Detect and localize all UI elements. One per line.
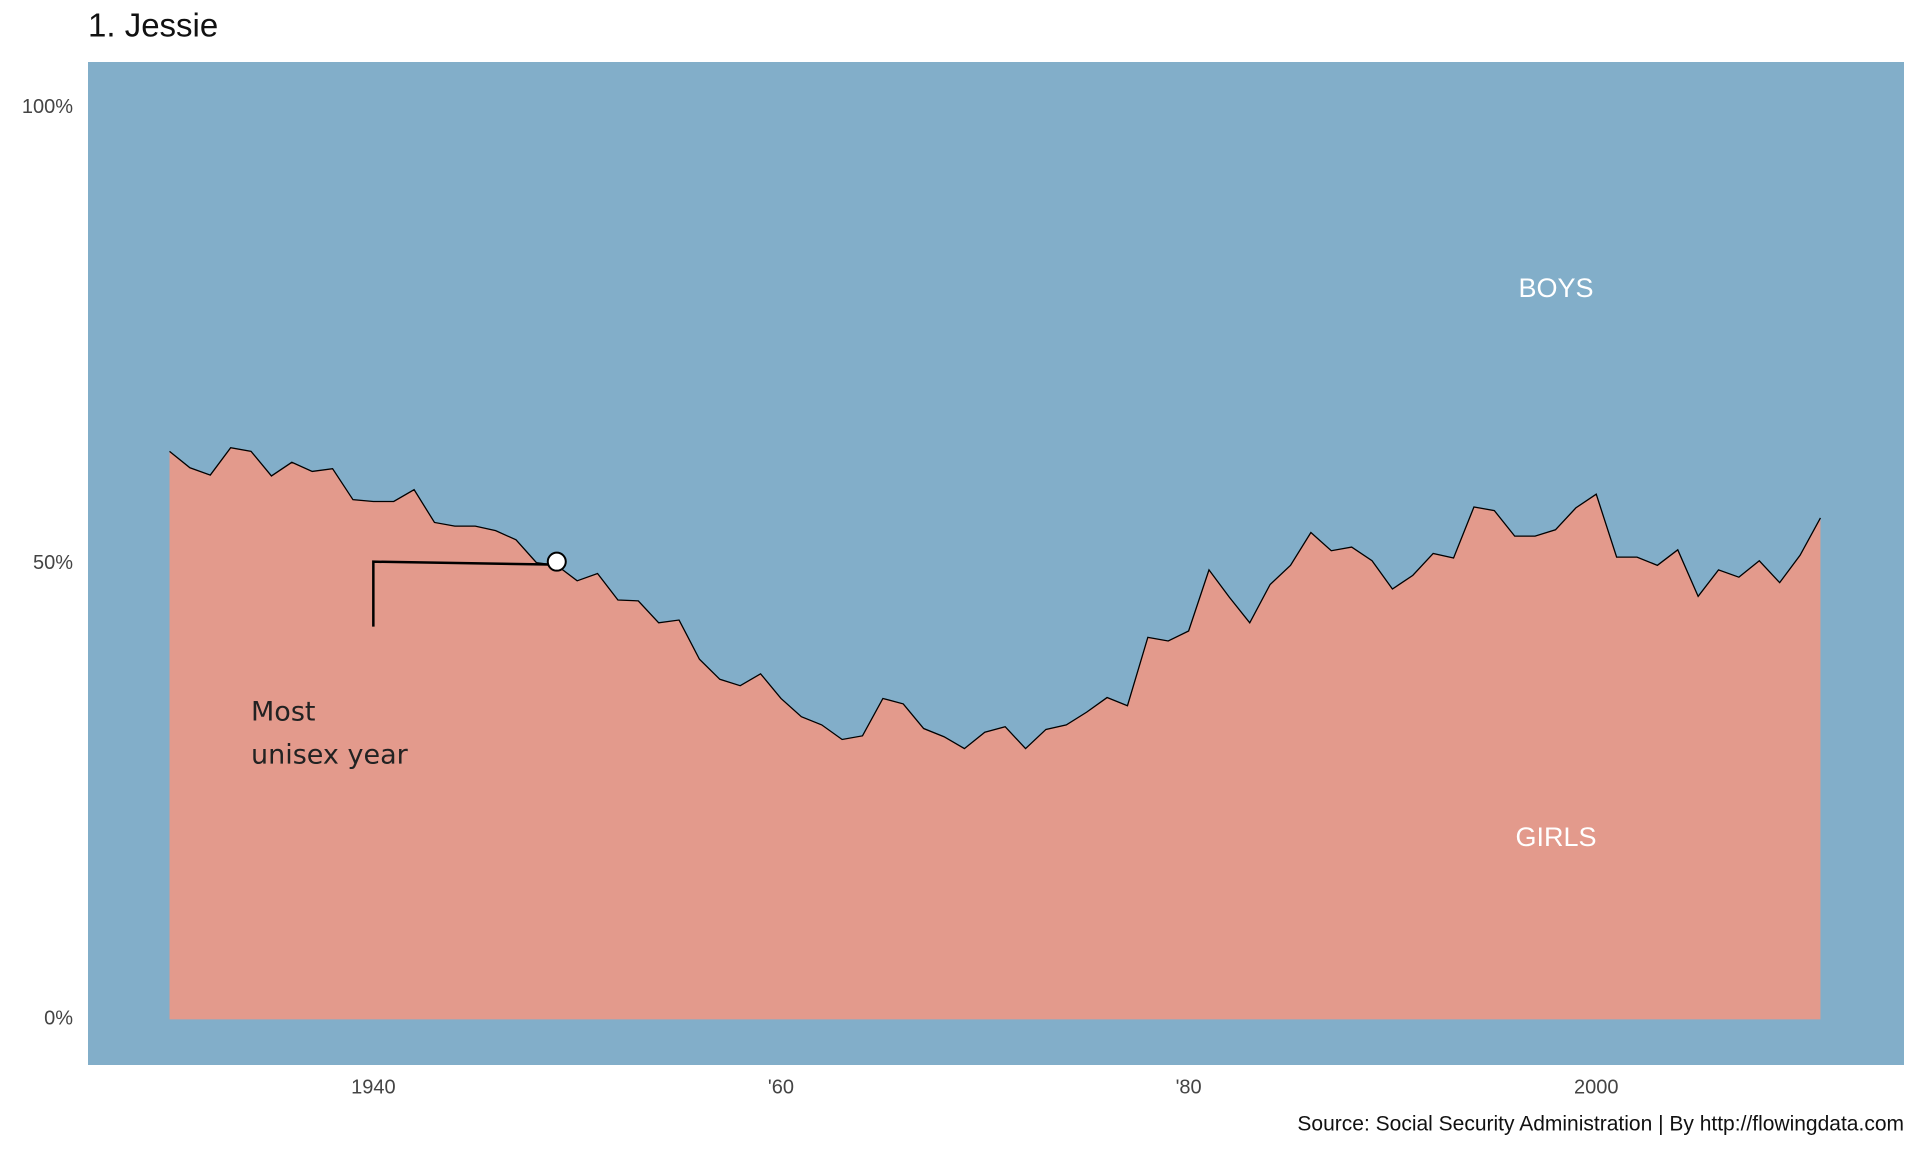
annotation-text: Most [251, 697, 315, 728]
area [169, 447, 1821, 1020]
area-label: GIRLS [1515, 822, 1596, 852]
x-tick-label: 2000 [1574, 1076, 1619, 1098]
caption: Source: Social Security Administration |… [1297, 1113, 1904, 1136]
annotation-connector [372, 560, 557, 627]
area-label: BOYS [1518, 273, 1593, 303]
y-tick-label: 100% [22, 96, 73, 118]
y-tick-label: 0% [44, 1008, 73, 1030]
area-outline [169, 446, 1822, 750]
x-tick-label: 1940 [351, 1076, 396, 1098]
highlight-point [546, 551, 567, 572]
y-tick-label: 50% [33, 552, 73, 574]
chart-title: 1. Jessie [88, 7, 218, 44]
x-tick-label: '80 [1176, 1076, 1202, 1098]
annotation-text: unisex year [251, 740, 409, 771]
x-tick-label: '60 [768, 1076, 794, 1098]
